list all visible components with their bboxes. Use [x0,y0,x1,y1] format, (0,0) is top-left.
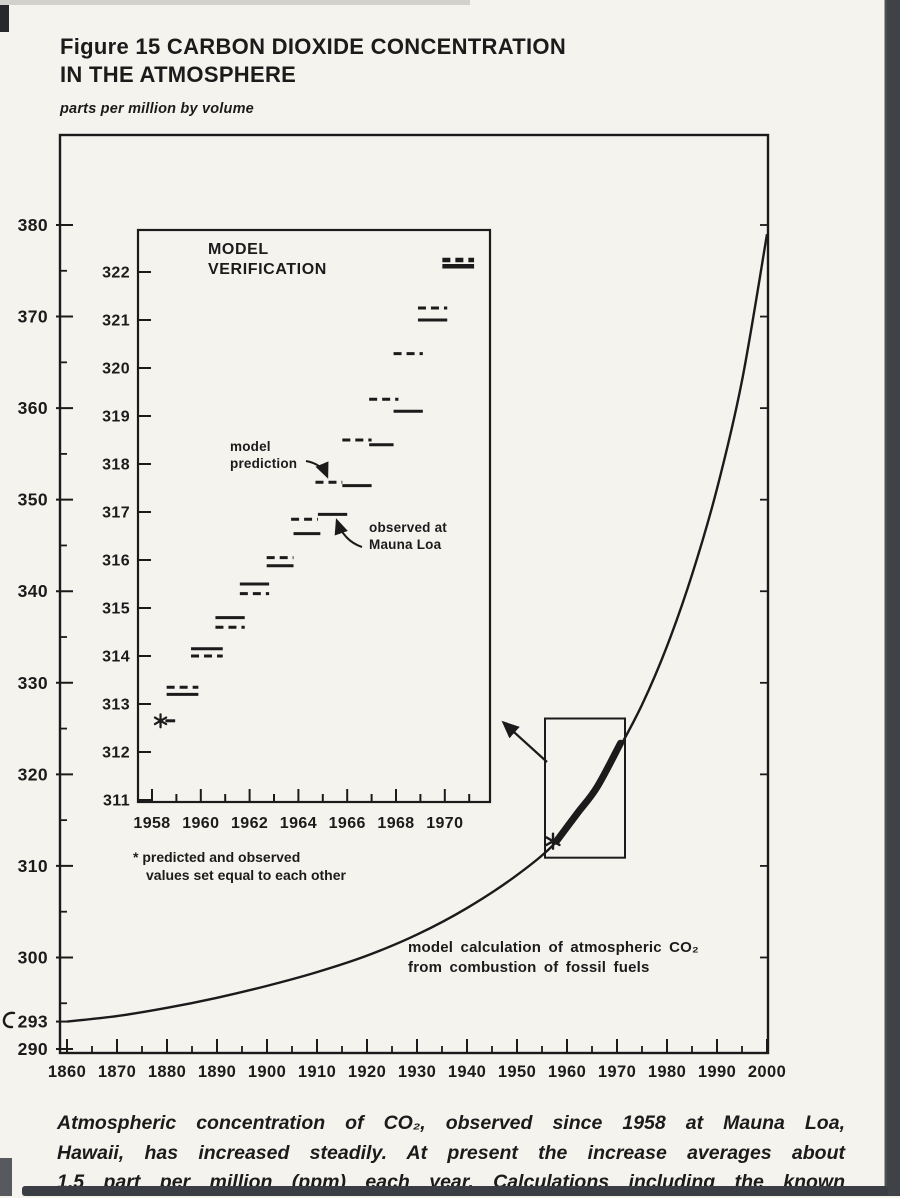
svg-text:318: 318 [102,457,130,474]
caption-line-1: Atmospheric concentration of CO₂, observ… [57,1112,845,1134]
scan-artifact-mark [2,1011,16,1029]
svg-text:310: 310 [18,856,48,876]
svg-text:317: 317 [102,505,130,522]
svg-text:322: 322 [102,265,130,282]
svg-text:1940: 1940 [448,1063,486,1081]
svg-text:1964: 1964 [280,815,317,832]
svg-text:1900: 1900 [248,1063,286,1081]
svg-text:330: 330 [18,673,48,693]
svg-text:1950: 1950 [498,1063,536,1081]
svg-text:1966: 1966 [329,815,366,832]
scan-smudge-top [0,0,470,5]
svg-text:316: 316 [102,553,130,570]
svg-text:1880: 1880 [148,1063,186,1081]
observed-thick-segment [553,739,624,845]
svg-text:1960: 1960 [548,1063,586,1081]
svg-text:293: 293 [18,1012,48,1032]
main-right-border-ticks [760,224,768,959]
svg-text:1960: 1960 [182,815,219,832]
svg-text:313: 313 [102,697,130,714]
caption-line-2: Hawaii, has increased steadily. At prese… [57,1141,845,1164]
svg-text:380: 380 [18,215,48,235]
inset-y-axis-ticks: 311 312 313 314 315 316 317 318 319 320 321 322 [102,265,151,810]
svg-text:1990: 1990 [698,1063,736,1081]
model-curve [66,233,769,1023]
svg-text:350: 350 [18,490,48,510]
svg-text:1890: 1890 [198,1063,236,1081]
svg-text:340: 340 [18,581,48,601]
figure-title: Figure 15 CARBON DIOXIDE CONCENTRATION I… [60,33,566,89]
inset-title: MODEL VERIFICATION [208,240,327,280]
model-curve-annotation: model calculation of atmospheric CO₂ fro… [408,939,699,976]
svg-text:370: 370 [18,307,48,327]
figure-caption: Atmospheric concentration of CO₂, observ… [57,1109,845,1198]
inset-border [136,228,492,804]
svg-text:360: 360 [18,398,48,418]
svg-text:315: 315 [102,601,130,618]
main-x-axis-ticks: 1860 1870 1880 1890 1900 1910 1920 1930 1940 1950… [48,1039,786,1081]
inset-footnote: * predicted and observed values set equa… [133,849,346,883]
inset-title-line1: MODEL [208,241,269,258]
inset-star-marker [153,713,168,729]
svg-text:320: 320 [18,764,48,784]
svg-text:1910: 1910 [298,1063,336,1081]
svg-text:1970: 1970 [598,1063,636,1081]
observed-at-mauna-loa-label: observed at Mauna Loa [369,520,447,552]
svg-text:1962: 1962 [231,815,268,832]
svg-text:311: 311 [103,793,130,810]
svg-text:290: 290 [18,1039,48,1059]
figure-title-line1: Figure 15 CARBON DIOXIDE CONCENTRATION [60,34,567,59]
svg-text:1860: 1860 [48,1063,86,1081]
zoom-arrow [501,720,548,763]
inset-title-line2: VERIFICATION [208,261,327,278]
main-y-axis-ticks: 380 370 360 350 340 330 320 310 300 293 290 [18,215,73,1059]
main-star-marker [545,832,561,850]
svg-text:312: 312 [102,745,130,762]
svg-text:1980: 1980 [648,1063,686,1081]
y-axis-units-label: parts per million by volume [60,101,254,117]
svg-text:1930: 1930 [398,1063,436,1081]
inset-x-axis-ticks: 1958 1960 1962 1964 1966 1968 1970 [133,789,471,832]
observed-arrow [334,518,363,548]
svg-text:1968: 1968 [377,815,414,832]
svg-text:300: 300 [18,947,48,967]
model-prediction-label: model prediction [230,439,298,471]
scan-edge-bottom-left [0,1158,12,1196]
svg-text:1870: 1870 [98,1063,136,1081]
svg-text:319: 319 [102,409,130,426]
scan-mark-top-left [0,5,9,32]
svg-text:1920: 1920 [348,1063,386,1081]
svg-text:1958: 1958 [133,815,170,832]
scan-edge-right [885,0,900,1196]
model-prediction-arrow [305,460,329,479]
svg-text:320: 320 [102,361,130,378]
svg-text:314: 314 [102,649,130,666]
svg-text:321: 321 [102,313,130,330]
inset-data-segments [165,257,475,723]
svg-text:2000: 2000 [748,1063,786,1081]
main-plot-border [58,133,770,1055]
scan-edge-bottom [22,1186,888,1196]
figure-title-line2: IN THE ATMOSPHERE [60,62,297,87]
inset-plot-area: 311 312 313 314 315 316 317 318 319 320 321 322 1958… [102,228,492,832]
svg-text:1970: 1970 [426,815,463,832]
zoom-box [544,717,626,859]
scan-edge-right-shade [884,0,887,1196]
